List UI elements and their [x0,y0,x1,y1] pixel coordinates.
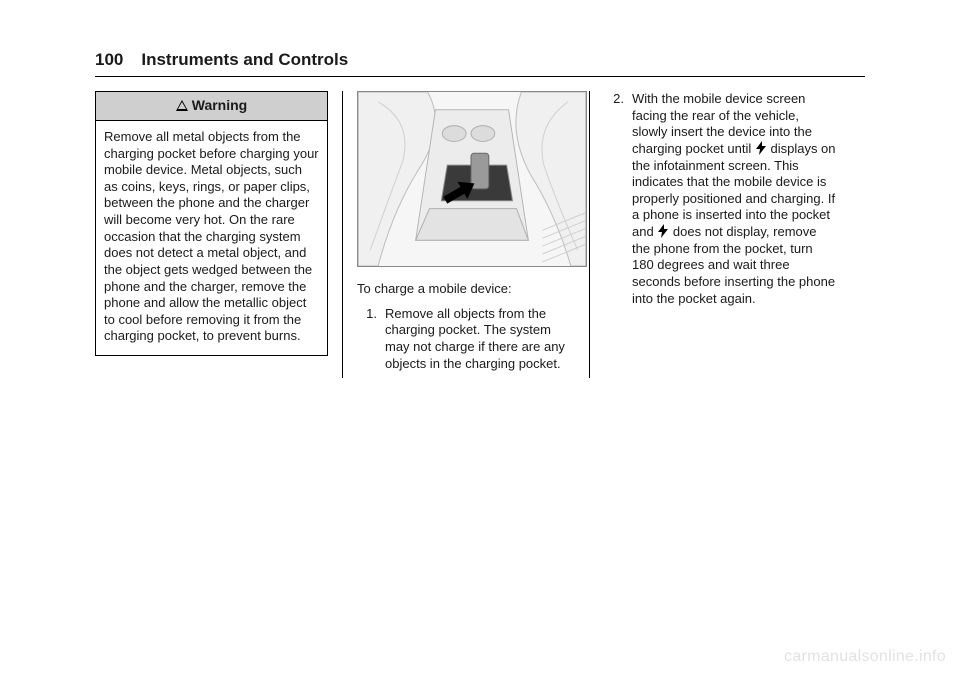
warning-label: Warning [192,97,247,113]
watermark: carmanualsonline.info [784,648,946,666]
column-3: 2. With the mobile device screen facing … [589,91,836,378]
charging-bolt-icon [657,224,669,238]
console-svg [358,92,586,266]
warning-body: Remove all metal objects from the chargi… [96,121,327,355]
column-2: To charge a mobile device: 1. Remove all… [342,91,589,378]
step-2-text: With the mobile device screen facing the… [632,91,836,307]
step-2-number: 2. [604,91,632,307]
column-1: Warning Remove all metal objects from th… [95,91,342,378]
manual-page: 100 Instruments and Controls Warning Rem… [95,50,865,610]
warning-box: Warning Remove all metal objects from th… [95,91,328,356]
warning-header: Warning [96,92,327,121]
section-title: Instruments and Controls [141,50,348,70]
header-rule [95,76,865,77]
page-number: 100 [95,50,123,70]
charge-lead-in: To charge a mobile device: [357,281,575,298]
step-2: 2. With the mobile device screen facing … [604,91,836,307]
step-1: 1. Remove all objects from the charging … [357,306,575,373]
charging-bolt-icon [755,141,767,155]
steps-list-col3: 2. With the mobile device screen facing … [604,91,836,307]
page-header: 100 Instruments and Controls [95,50,865,70]
charging-pocket-illustration [357,91,587,267]
step-1-number: 1. [357,306,385,373]
content-columns: Warning Remove all metal objects from th… [95,91,865,378]
steps-list-col2: 1. Remove all objects from the charging … [357,306,575,373]
warning-triangle-icon [176,100,188,111]
step-1-text: Remove all objects from the charging poc… [385,306,575,373]
